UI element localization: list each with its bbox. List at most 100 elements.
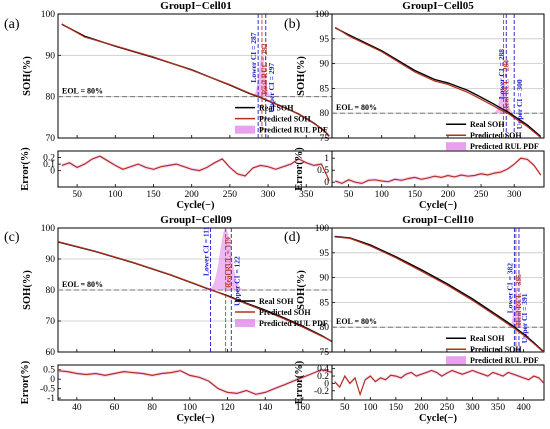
legend-entry: Predicted RUL PDF: [259, 126, 328, 135]
y-tick-label: 90: [320, 274, 330, 284]
error-line: [61, 155, 330, 181]
panel-label: (d): [284, 230, 301, 245]
error-y-tick-label: 0: [324, 379, 329, 389]
legend-entry: Predicted RUL PDF: [470, 142, 539, 151]
real-soh-line: [334, 235, 545, 353]
real-rul-label: Real RUL = 119: [224, 237, 233, 288]
y-axis-label: SOH(%): [296, 56, 307, 96]
legend-entry: Real SOH: [259, 104, 294, 113]
legend-swatch-pdf: [235, 125, 255, 134]
panel-1: GroupI−Cell01 (a) 70 80 90 100 SOH(%) EOL = 80%…: [4, 0, 334, 211]
error-plot-frame: [57, 150, 334, 188]
error-y-axis-label: Error(%): [20, 360, 31, 404]
chart-title: GroupI−Cell05: [402, 0, 474, 12]
error-line: [334, 369, 545, 397]
legend-entry: Real SOH: [259, 297, 294, 306]
upper-ci-label: Upper CI = 391: [520, 293, 529, 343]
lower-ci-label: Lower CI = 287: [249, 32, 258, 82]
x-axis-label: Cycle(−): [419, 413, 458, 424]
legend-entry: Real SOH: [470, 334, 505, 343]
x-tick-label: 40: [72, 403, 82, 413]
y-tick-label: 100: [315, 224, 330, 234]
y-tick-label: 85: [320, 84, 330, 94]
error-y-tick-label: -0.5: [40, 385, 55, 395]
error-y-tick-label: 1: [324, 154, 329, 164]
x-tick-label: 300: [507, 190, 522, 200]
x-tick-label: 100: [363, 403, 378, 413]
error-y-tick-label: -1: [47, 394, 55, 404]
panel-4: GroupI−Cell10 (d) 75 80 85 90 95 100 SOH(%) EOL =…: [284, 214, 545, 424]
error-y-axis-label: Error(%): [294, 147, 305, 191]
x-tick-label: 150: [408, 190, 423, 200]
chart-title: GroupI−Cell01: [160, 0, 231, 12]
legend-entry: Predicted SOH: [470, 345, 522, 354]
y-tick-label: 100: [41, 10, 56, 20]
real-rul-label: Real RUL = 385: [514, 274, 523, 325]
eol-label: EOL = 80%: [62, 87, 103, 96]
panel-3: GroupI−Cell09 (c) 60 70 80 90 100 SOH(%) EOL = 8…: [4, 214, 334, 424]
predicted-soh-line: [334, 236, 545, 353]
x-tick-label: 250: [474, 190, 489, 200]
panel-label: (a): [4, 17, 20, 32]
x-tick-label: 250: [440, 403, 455, 413]
lower-ci-label: Lower CI = 111: [202, 226, 211, 276]
y-tick-label: 80: [320, 323, 330, 333]
main-plot-frame: [331, 13, 545, 139]
x-tick-label: 350: [299, 190, 314, 200]
error-y-tick-label: 0.1: [43, 160, 55, 170]
x-tick-label: 120: [220, 403, 235, 413]
predicted-soh-line: [61, 23, 330, 137]
real-soh-line: [334, 27, 542, 138]
x-axis-label: Cycle(−): [176, 200, 215, 211]
error-y-tick-label: 0.5: [43, 366, 55, 376]
x-tick-label: 60: [110, 403, 120, 413]
eol-label: EOL = 80%: [336, 103, 377, 112]
y-axis-label: SOH(%): [22, 270, 33, 310]
legend-swatch-pdf: [235, 319, 255, 327]
x-tick-label: 200: [441, 190, 456, 200]
error-y-axis-label: Error(%): [294, 360, 305, 404]
y-tick-label: 90: [46, 51, 56, 61]
legend-entry: Predicted SOH: [470, 131, 522, 140]
y-tick-label: 60: [46, 348, 56, 358]
x-tick-label: 300: [465, 403, 480, 413]
x-tick-label: 100: [375, 190, 390, 200]
eol-label: EOL = 80%: [336, 317, 377, 326]
error-plot-frame: [331, 364, 545, 401]
error-band: [61, 154, 330, 183]
legend-entry: Predicted RUL PDF: [259, 319, 328, 328]
panel-label: (c): [4, 230, 20, 245]
x-tick-label: 80: [147, 403, 157, 413]
x-tick-label: 50: [344, 190, 354, 200]
lower-ci-label: Lower CI = 382: [505, 263, 514, 313]
y-tick-label: 75: [320, 348, 330, 358]
error-y-tick-label: 0: [324, 178, 329, 188]
error-y-tick-label: 0.2: [317, 372, 329, 382]
y-tick-label: 80: [320, 109, 330, 119]
legend-swatch-pdf: [446, 142, 466, 151]
y-tick-label: 80: [46, 93, 56, 103]
error-y-tick-label: 0.5: [317, 166, 329, 176]
legend-entry: Predicted RUL PDF: [470, 356, 539, 365]
error-y-tick-label: 0.4: [317, 365, 329, 375]
y-tick-label: 100: [315, 10, 330, 20]
eol-label: EOL = 80%: [62, 280, 103, 289]
y-tick-label: 80: [46, 286, 56, 296]
error-y-tick-label: -0.2: [314, 387, 329, 397]
y-tick-label: 70: [46, 317, 56, 327]
chart-title: GroupI−Cell10: [402, 214, 474, 226]
real-rul-label: Real RUL = 284: [502, 60, 511, 111]
legend-entry: Predicted SOH: [259, 115, 311, 124]
predicted-soh-line: [57, 241, 334, 343]
error-line: [57, 369, 334, 395]
y-tick-label: 75: [320, 134, 330, 144]
panel-2: GroupI−Cell05 (b) 75 80 85 90 95 100 SOH(%) EOL =…: [284, 0, 545, 211]
lower-ci-label: Lower CI = 288: [497, 49, 506, 99]
x-tick-label: 100: [108, 190, 123, 200]
y-axis-label: SOH(%): [22, 56, 33, 96]
y-tick-label: 100: [41, 224, 56, 234]
legend-entry: Predicted SOH: [259, 308, 311, 317]
legend-entry: Real SOH: [470, 120, 505, 129]
y-tick-label: 70: [46, 134, 56, 144]
upper-ci-label: Upper CI = 300: [515, 79, 524, 129]
